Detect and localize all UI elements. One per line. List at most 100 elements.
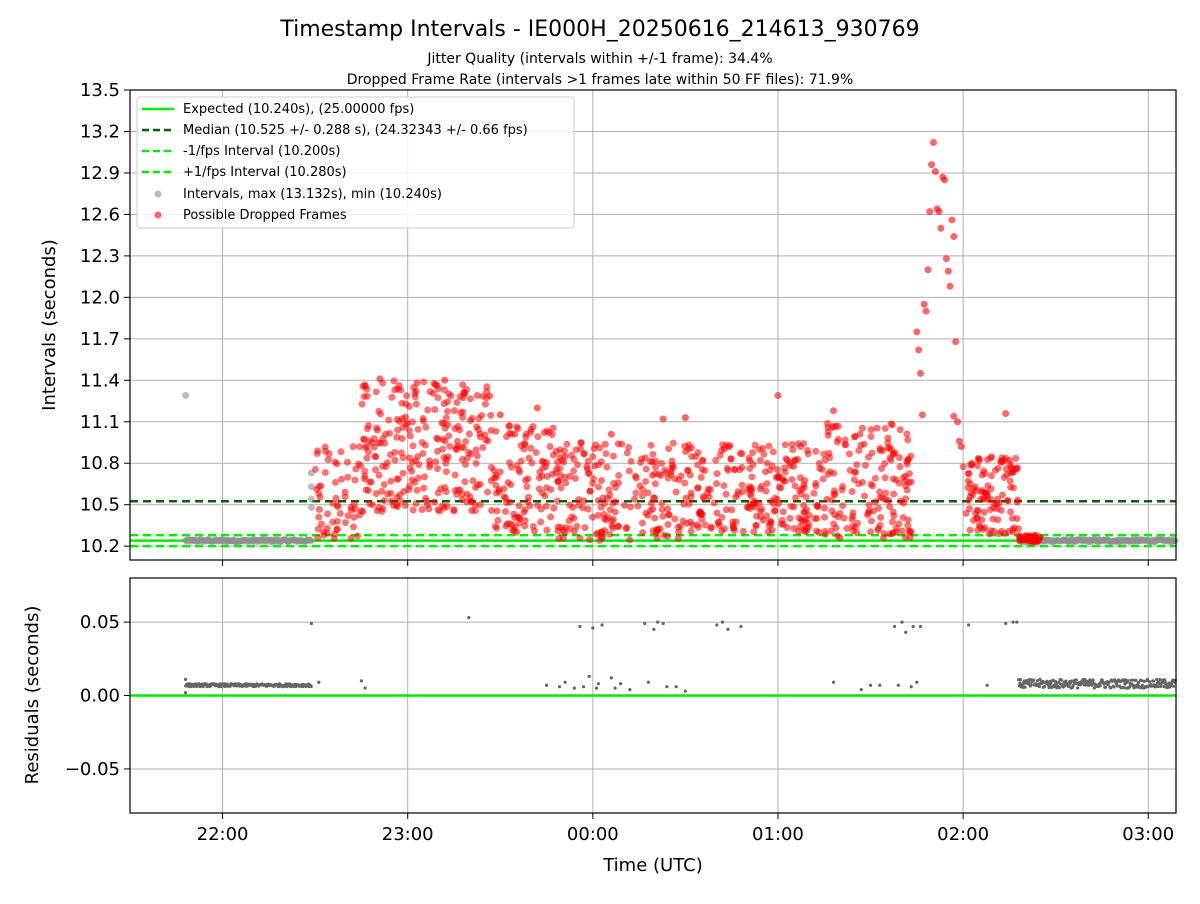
dropped-frame-point [436,507,444,515]
dropped-frame-point [341,519,349,527]
dropped-frame-point [442,468,450,476]
residual-point [1021,682,1025,687]
dropped-frame-point [904,516,912,524]
dropped-frame-point [606,506,614,514]
dropped-frame-point [755,499,763,507]
dropped-frame-point [810,489,818,497]
dropped-frame-point [739,488,747,496]
dropped-frame-point [694,484,702,492]
dropped-frame-point [413,486,421,494]
dropped-frame-point [473,423,481,431]
dropped-frame-point [388,393,396,401]
dropped-frame-point [350,523,358,531]
dropped-frame-point [731,465,739,473]
dropped-frame-point [973,462,981,470]
residual-point [183,677,188,681]
dropped-frame-point [504,479,512,487]
dropped-frame-point [539,464,547,472]
dropped-frame-point [866,528,874,536]
legend-label-plus-interval: +1/fps Interval (10.280s) [183,165,347,180]
dropped-frame-point [444,408,452,416]
dropped-frame-point [813,502,821,510]
dropped-frame-point [561,452,569,460]
dropped-frame-point [320,531,328,539]
dropped-frame-point [1007,483,1015,491]
dropped-frame-point [400,487,408,495]
dropped-frame-point [457,443,465,451]
dropped-frame-point [584,505,592,513]
residual-point [1029,683,1033,687]
dropped-frame-point [881,424,889,432]
dropped-frame-point [952,338,960,346]
residual-point [1156,685,1160,689]
dropped-frame-point [408,467,416,475]
dropped-frame-point [630,495,638,503]
residual-point [1074,678,1078,682]
dropped-frame-point [781,464,789,472]
dropped-frame-point [712,480,720,488]
dropped-frame-point [510,526,518,534]
dropped-frame-point [333,526,341,534]
dropped-frame-point [887,456,895,464]
dropped-frame-point [1002,409,1010,417]
dropped-frame-point [736,449,744,457]
dropped-frame-point [926,208,934,216]
dropped-frame-point [493,507,501,515]
dropped-frame-point [998,491,1006,499]
dropped-frame-point [957,443,965,451]
residual-point [1151,679,1156,683]
dropped-frame-point [441,376,449,384]
dropped-frame-point [361,381,369,389]
dropped-frame-point [543,472,551,480]
dropped-frame-point [652,463,660,471]
residual-point [1158,684,1163,689]
dropped-frame-point [710,499,718,507]
dropped-frame-point [441,424,449,432]
dropped-frame-point [384,490,392,498]
dropped-frame-point [515,466,523,474]
residual-point [183,690,188,695]
dropped-frame-point [602,516,610,524]
dropped-frame-point [626,536,634,544]
dropped-frame-point [615,472,623,480]
dropped-frame-point [1013,465,1021,473]
dropped-frame-point [955,437,963,445]
bottom-y-axis-label: Residuals (seconds) [22,606,43,785]
dropped-frame-point [942,255,950,263]
dropped-frame-point [790,462,798,470]
dropped-frame-point [758,482,766,490]
dropped-frame-point [838,486,846,494]
dropped-frame-point [584,457,592,465]
dropped-frame-point [984,482,992,490]
dropped-frame-point [849,509,857,517]
dropped-frame-point [840,514,848,522]
dropped-frame-point [325,450,333,458]
dropped-frame-point [576,534,584,542]
residual-point [1011,620,1015,624]
dropped-frame-point [577,439,585,447]
dropped-frame-point [502,508,510,516]
dropped-frame-point [589,479,597,487]
dropped-frame-point [865,501,873,509]
residual-point [544,683,549,687]
dropped-frame-point [983,491,991,499]
dropped-frame-point [821,504,829,512]
dropped-frame-point [632,489,640,497]
dropped-frame-point [867,517,875,525]
dropped-frame-point [594,461,602,469]
residual-point [609,676,613,680]
dropped-frame-point [639,529,647,537]
dropped-frame-point [527,428,535,436]
dropped-frame-point [393,415,401,423]
dropped-frame-point [552,447,560,455]
dropped-frame-point [828,507,836,515]
dropped-frame-point [728,506,736,514]
dropped-frame-point [748,473,756,481]
residual-point [892,624,897,629]
dropped-frame-point [979,525,987,533]
dropped-frame-point [715,521,723,529]
dropped-frame-point [358,507,366,515]
dropped-frame-point [527,444,535,452]
dropped-frame-point [651,514,659,522]
dropped-frame-point [877,514,885,522]
